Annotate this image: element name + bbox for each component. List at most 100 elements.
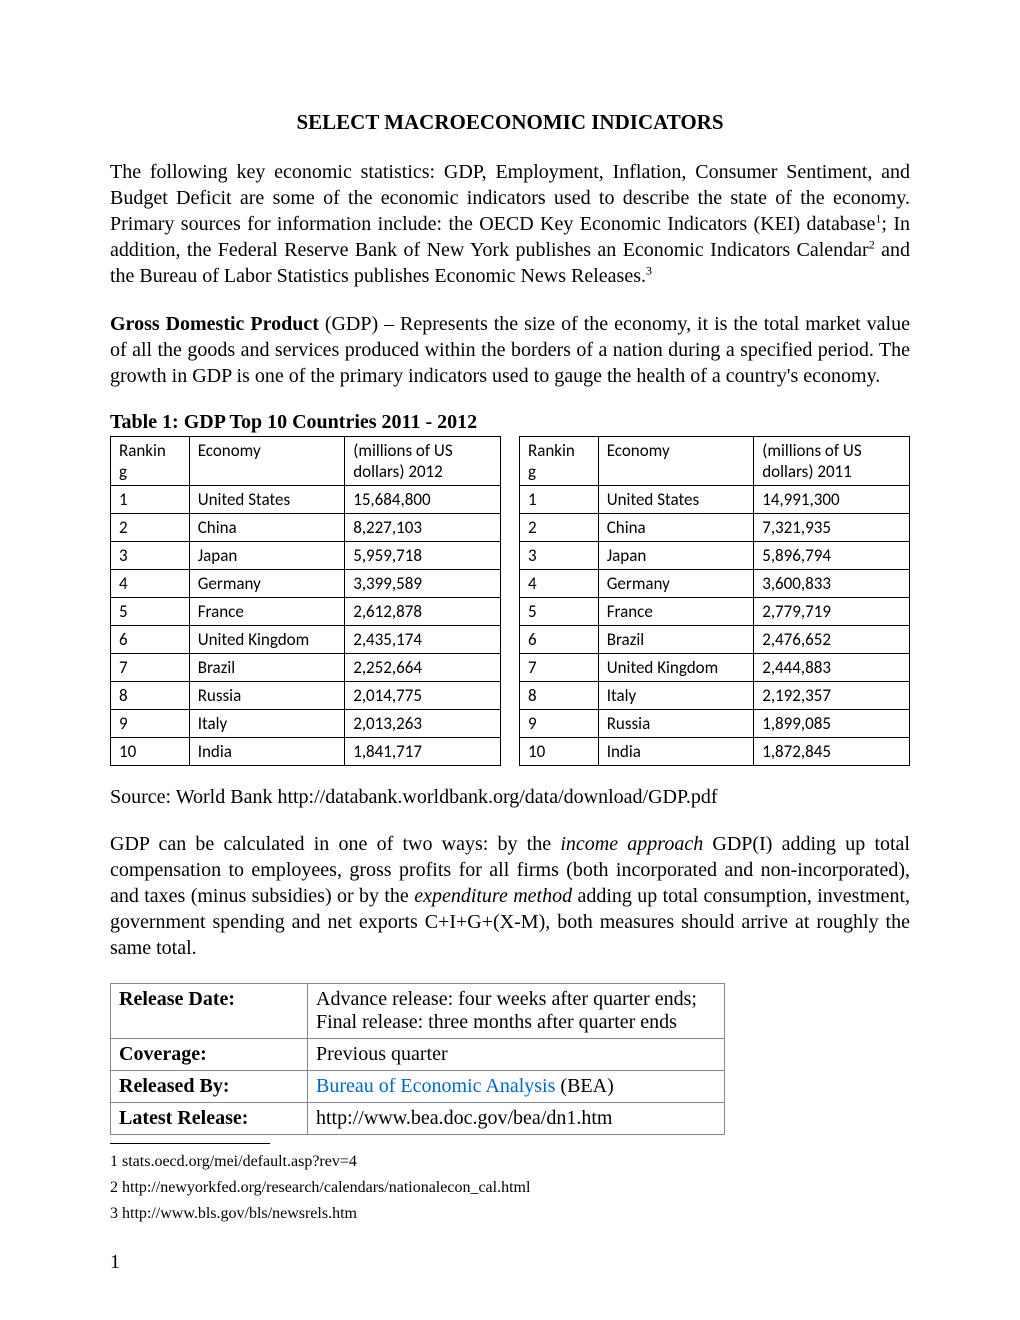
table-row: 10India1,872,845 xyxy=(520,738,910,766)
cell-economy: Germany xyxy=(189,570,345,598)
cell-economy: China xyxy=(189,514,345,542)
source-line: Source: World Bank http://databank.world… xyxy=(110,786,910,809)
cell-value: 2,435,174 xyxy=(345,626,501,654)
table-row: Latest Release: http://www.bea.doc.gov/b… xyxy=(111,1103,725,1135)
cell-value: 5,896,794 xyxy=(754,542,910,570)
table-row: 6United Kingdom2,435,174 xyxy=(111,626,501,654)
cell-rank: 9 xyxy=(520,710,599,738)
cell-value: 1,841,717 xyxy=(345,738,501,766)
table-row: 1United States14,991,300 xyxy=(520,486,910,514)
cell-value: 5,959,718 xyxy=(345,542,501,570)
cell-rank: 7 xyxy=(111,654,190,682)
cell-rank: 8 xyxy=(111,682,190,710)
cell-rank: 1 xyxy=(111,486,190,514)
table-row: 5France2,779,719 xyxy=(520,598,910,626)
cell-economy: United Kingdom xyxy=(189,626,345,654)
table-row: 7Brazil2,252,664 xyxy=(111,654,501,682)
intro-paragraph: The following key economic statistics: G… xyxy=(110,159,910,289)
cell-value: 2,013,263 xyxy=(345,710,501,738)
bea-suffix: (BEA) xyxy=(555,1075,613,1097)
table-header-row: Rankin g Economy (millions of US dollars… xyxy=(111,437,501,486)
cell-rank: 5 xyxy=(520,598,599,626)
cell-value: 7,321,935 xyxy=(754,514,910,542)
header-rank: Rankin g xyxy=(520,437,599,486)
cell-economy: Brazil xyxy=(598,626,754,654)
table-row: 1United States15,684,800 xyxy=(111,486,501,514)
page-title: SELECT MACROECONOMIC INDICATORS xyxy=(110,110,910,135)
cell-value: 3,399,589 xyxy=(345,570,501,598)
table-row: 5France2,612,878 xyxy=(111,598,501,626)
cell-value: 2,014,775 xyxy=(345,682,501,710)
table-row: 3Japan5,959,718 xyxy=(111,542,501,570)
info-label: Coverage: xyxy=(111,1039,308,1071)
header-value: (millions of US dollars) 2012 xyxy=(345,437,501,486)
table-row: Released By: Bureau of Economic Analysis… xyxy=(111,1071,725,1103)
footnote-separator xyxy=(110,1143,270,1144)
table-row: 10India1,841,717 xyxy=(111,738,501,766)
gdp-table-body-left: 1United States15,684,8002China8,227,1033… xyxy=(111,486,501,766)
cell-economy: United States xyxy=(189,486,345,514)
table-row: 6Brazil2,476,652 xyxy=(520,626,910,654)
table-row: 8Italy2,192,357 xyxy=(520,682,910,710)
cell-rank: 2 xyxy=(520,514,599,542)
cell-value: 1,872,845 xyxy=(754,738,910,766)
gdp-definition: Gross Domestic Product (GDP) – Represent… xyxy=(110,311,910,389)
cell-economy: India xyxy=(598,738,754,766)
cell-economy: Japan xyxy=(598,542,754,570)
table-row: 2China8,227,103 xyxy=(111,514,501,542)
cell-rank: 6 xyxy=(111,626,190,654)
bea-link[interactable]: Bureau of Economic Analysis xyxy=(316,1075,555,1097)
header-value: (millions of US dollars) 2011 xyxy=(754,437,910,486)
cell-economy: France xyxy=(598,598,754,626)
table-row: 2China7,321,935 xyxy=(520,514,910,542)
footnote-3: 3 http://www.bls.gov/bls/newsrels.htm xyxy=(110,1202,910,1226)
cell-rank: 6 xyxy=(520,626,599,654)
cell-economy: Russia xyxy=(189,682,345,710)
calc-i1: income approach xyxy=(560,833,703,855)
cell-value: 15,684,800 xyxy=(345,486,501,514)
gdp-lead: Gross Domestic Product xyxy=(110,313,319,335)
calc-paragraph: GDP can be calculated in one of two ways… xyxy=(110,831,910,961)
cell-rank: 5 xyxy=(111,598,190,626)
cell-value: 3,600,833 xyxy=(754,570,910,598)
cell-value: 2,192,357 xyxy=(754,682,910,710)
footnote-1: 1 stats.oecd.org/mei/default.asp?rev=4 xyxy=(110,1150,910,1174)
cell-rank: 10 xyxy=(520,738,599,766)
header-economy: Economy xyxy=(189,437,345,486)
table-row: Release Date: Advance release: four week… xyxy=(111,984,725,1039)
cell-rank: 4 xyxy=(111,570,190,598)
header-economy: Economy xyxy=(598,437,754,486)
table-row: Coverage: Previous quarter xyxy=(111,1039,725,1071)
cell-rank: 9 xyxy=(111,710,190,738)
cell-rank: 4 xyxy=(520,570,599,598)
cell-economy: United Kingdom xyxy=(598,654,754,682)
gdp-table-2011: Rankin g Economy (millions of US dollars… xyxy=(519,436,910,766)
table-row: 7United Kingdom2,444,883 xyxy=(520,654,910,682)
cell-economy: Germany xyxy=(598,570,754,598)
footnote-2: 2 http://newyorkfed.org/research/calenda… xyxy=(110,1176,910,1200)
gdp-table-body-right: 1United States14,991,3002China7,321,9353… xyxy=(520,486,910,766)
cell-value: 2,444,883 xyxy=(754,654,910,682)
info-label: Latest Release: xyxy=(111,1103,308,1135)
cell-rank: 3 xyxy=(520,542,599,570)
calc-a: GDP can be calculated in one of two ways… xyxy=(110,833,560,855)
cell-rank: 7 xyxy=(520,654,599,682)
cell-economy: Russia xyxy=(598,710,754,738)
info-label: Released By: xyxy=(111,1071,308,1103)
cell-economy: China xyxy=(598,514,754,542)
cell-economy: United States xyxy=(598,486,754,514)
release-info-table: Release Date: Advance release: four week… xyxy=(110,983,725,1135)
calc-i2: expenditure method xyxy=(414,885,572,907)
table-row: 4Germany3,600,833 xyxy=(520,570,910,598)
cell-value: 2,779,719 xyxy=(754,598,910,626)
cell-rank: 1 xyxy=(520,486,599,514)
cell-economy: France xyxy=(189,598,345,626)
cell-economy: Italy xyxy=(189,710,345,738)
table-row: 9Italy2,013,263 xyxy=(111,710,501,738)
cell-rank: 2 xyxy=(111,514,190,542)
table-row: 9Russia1,899,085 xyxy=(520,710,910,738)
table-row: 3Japan5,896,794 xyxy=(520,542,910,570)
table-header-row: Rankin g Economy (millions of US dollars… xyxy=(520,437,910,486)
intro-text-a: The following key economic statistics: G… xyxy=(110,161,910,235)
footnote-ref-3: 3 xyxy=(646,263,652,277)
